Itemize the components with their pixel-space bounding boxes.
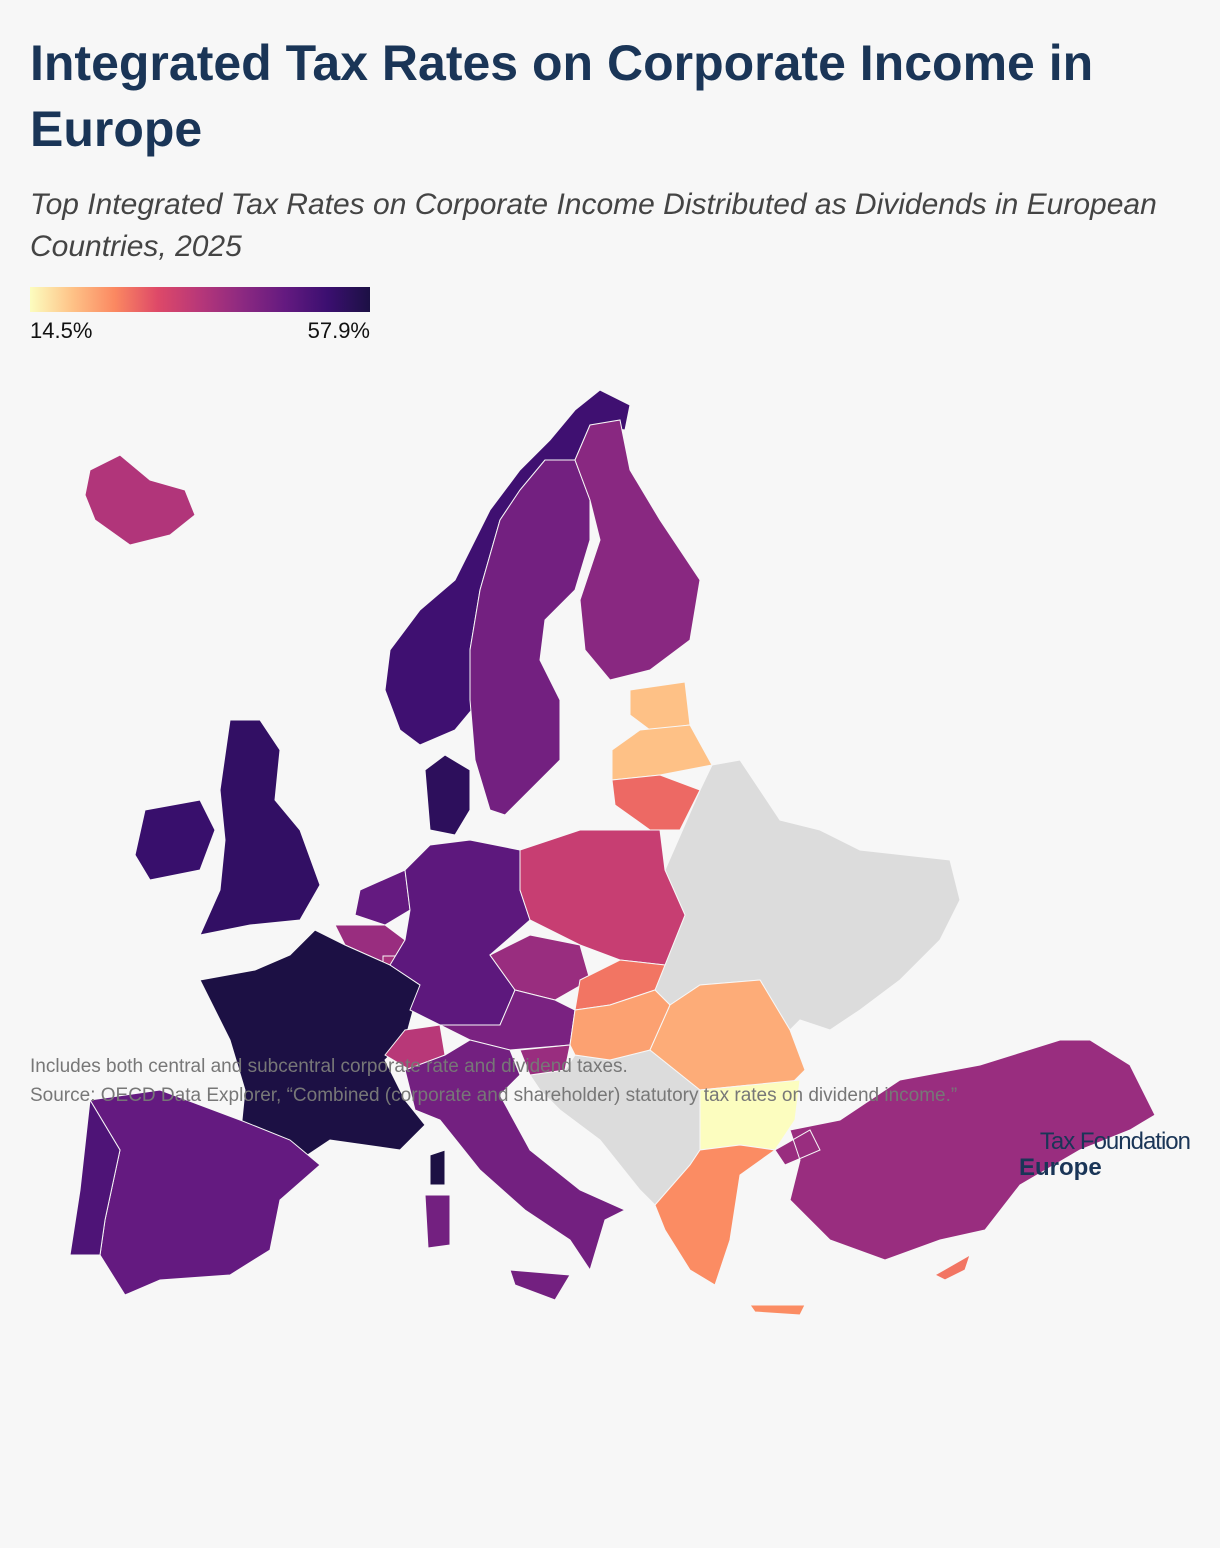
country [611, 724, 713, 781]
legend-bar [30, 287, 370, 312]
country [654, 1144, 806, 1316]
note: Includes both central and subcentral cor… [30, 1056, 628, 1077]
country [469, 459, 591, 816]
country [649, 979, 806, 1091]
country [629, 681, 691, 731]
country [69, 1098, 121, 1256]
country [611, 774, 701, 831]
country [134, 799, 216, 881]
country [774, 1039, 1156, 1261]
logo: Europe [1019, 1154, 1102, 1181]
legend-min-label: 14.5% [30, 318, 92, 343]
logo: Tax Foundation [1039, 1128, 1191, 1155]
subtitle: Top Integrated Tax Rates on Corporate In… [30, 188, 1157, 263]
legend-max-label: 57.9% [308, 318, 370, 343]
country [519, 1044, 571, 1076]
country [574, 419, 701, 681]
country [199, 719, 321, 936]
country [84, 454, 196, 546]
regions [69, 389, 1156, 1316]
country [424, 754, 471, 836]
source: Source: OECD Data Explorer, “Combined (c… [30, 1085, 958, 1106]
country [354, 869, 411, 926]
country [384, 1024, 446, 1071]
title: Integrated Tax Rates on Corporate Income… [30, 35, 1094, 157]
country [404, 1039, 627, 1301]
country [933, 1253, 971, 1281]
